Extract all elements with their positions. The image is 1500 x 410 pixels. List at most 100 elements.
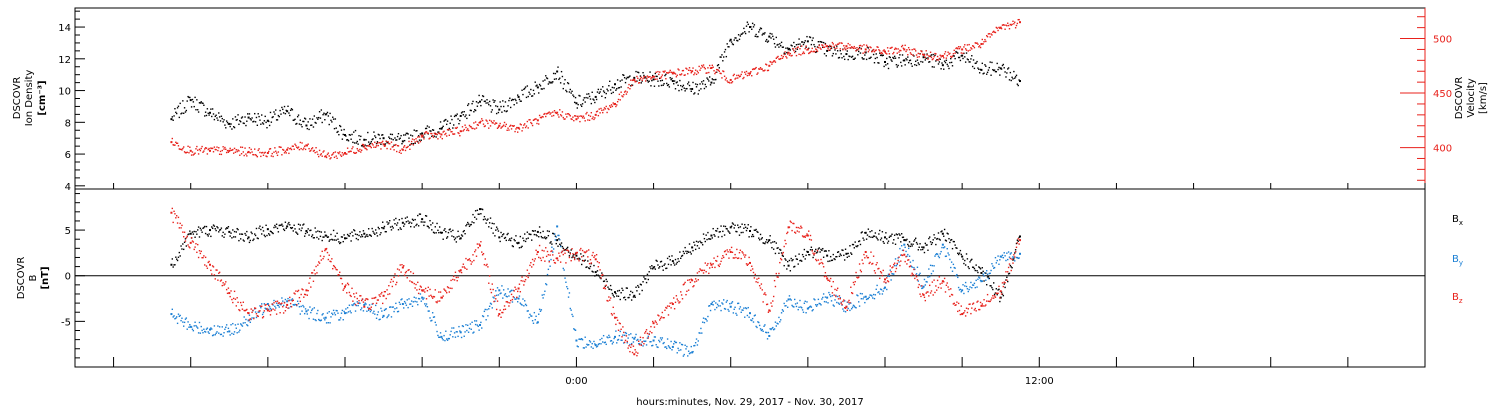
data-dot bbox=[566, 90, 568, 93]
data-dot bbox=[301, 227, 303, 229]
data-dot bbox=[197, 243, 199, 246]
data-dot bbox=[356, 147, 358, 150]
data-dot bbox=[529, 313, 531, 316]
data-dot bbox=[180, 245, 182, 247]
data-dot bbox=[485, 319, 487, 321]
data-dot bbox=[426, 225, 429, 227]
data-point bbox=[344, 134, 346, 137]
data-dot bbox=[916, 56, 919, 58]
data-dot bbox=[621, 287, 623, 290]
data-dot bbox=[1013, 70, 1015, 73]
data-dot bbox=[225, 288, 228, 291]
data-dot bbox=[225, 324, 228, 326]
data-dot bbox=[367, 308, 370, 310]
data-dot bbox=[474, 320, 476, 322]
data-dot bbox=[694, 72, 696, 74]
data-dot bbox=[815, 51, 817, 54]
data-dot bbox=[504, 293, 507, 295]
data-dot bbox=[630, 290, 632, 293]
data-dot bbox=[322, 113, 324, 116]
data-dot bbox=[783, 52, 785, 54]
left-tick-label: 0 bbox=[65, 272, 71, 283]
data-dot bbox=[941, 246, 943, 249]
data-dot bbox=[235, 149, 237, 151]
data-dot bbox=[894, 270, 897, 273]
data-dot bbox=[905, 256, 907, 258]
data-dot bbox=[736, 230, 738, 233]
data-dot bbox=[282, 312, 285, 314]
data-dot bbox=[1011, 257, 1013, 260]
data-dot bbox=[346, 312, 348, 314]
data-dot bbox=[666, 71, 668, 74]
data-dot bbox=[325, 322, 328, 324]
data-dot bbox=[466, 268, 468, 270]
data-dot bbox=[372, 302, 374, 305]
data-dot bbox=[341, 309, 344, 312]
data-dot bbox=[603, 107, 606, 109]
data-dot bbox=[313, 115, 316, 117]
data-dot bbox=[969, 286, 971, 288]
data-dot bbox=[801, 45, 803, 47]
data-dot bbox=[639, 336, 642, 339]
data-dot bbox=[781, 309, 784, 311]
data-dot bbox=[681, 344, 684, 346]
data-dot bbox=[519, 235, 522, 238]
data-dot bbox=[817, 46, 820, 49]
data-dot bbox=[926, 54, 928, 56]
data-dot bbox=[928, 295, 930, 297]
data-point bbox=[324, 155, 327, 158]
data-dot bbox=[249, 152, 252, 154]
data-dot bbox=[588, 95, 591, 98]
data-dot bbox=[617, 98, 620, 101]
data-dot bbox=[442, 339, 444, 341]
data-dot bbox=[332, 239, 334, 241]
data-dot bbox=[871, 295, 873, 297]
data-dot bbox=[230, 232, 232, 234]
data-dot bbox=[694, 244, 696, 246]
data-dot bbox=[199, 332, 202, 334]
data-dot bbox=[793, 266, 795, 268]
data-dot bbox=[211, 108, 214, 110]
data-dot bbox=[205, 147, 208, 149]
data-dot bbox=[403, 274, 406, 276]
data-dot bbox=[737, 74, 740, 77]
data-dot bbox=[456, 331, 458, 333]
data-dot bbox=[261, 305, 263, 307]
data-dot bbox=[434, 226, 436, 228]
data-dot bbox=[849, 245, 851, 247]
data-dot bbox=[520, 303, 522, 306]
data-dot bbox=[545, 115, 547, 118]
data-dot bbox=[962, 258, 964, 260]
data-dot bbox=[646, 332, 649, 335]
data-dot bbox=[365, 303, 367, 305]
data-dot bbox=[726, 43, 728, 45]
data-dot bbox=[481, 208, 483, 210]
data-dot bbox=[846, 301, 849, 303]
data-point bbox=[1019, 21, 1021, 24]
data-dot bbox=[872, 293, 875, 296]
data-dot bbox=[838, 42, 841, 44]
data-dot bbox=[648, 333, 650, 336]
data-dot bbox=[627, 296, 629, 299]
data-dot bbox=[918, 283, 920, 286]
data-dot bbox=[425, 127, 428, 130]
data-dot bbox=[882, 240, 884, 243]
data-dot bbox=[937, 232, 940, 234]
data-dot bbox=[665, 267, 667, 270]
data-dot bbox=[872, 236, 874, 239]
data-dot bbox=[905, 57, 907, 60]
data-dot bbox=[915, 64, 918, 67]
data-dot bbox=[772, 241, 774, 243]
data-dot bbox=[543, 250, 545, 252]
data-dot bbox=[856, 245, 858, 248]
data-dot bbox=[680, 294, 683, 296]
data-dot bbox=[742, 77, 744, 80]
data-dot bbox=[570, 309, 572, 311]
data-dot bbox=[827, 279, 829, 282]
data-dot bbox=[285, 306, 287, 308]
data-dot bbox=[427, 225, 429, 228]
data-dot bbox=[491, 307, 493, 309]
data-dot bbox=[731, 251, 734, 254]
data-dot bbox=[175, 317, 177, 319]
data-dot bbox=[173, 115, 175, 117]
